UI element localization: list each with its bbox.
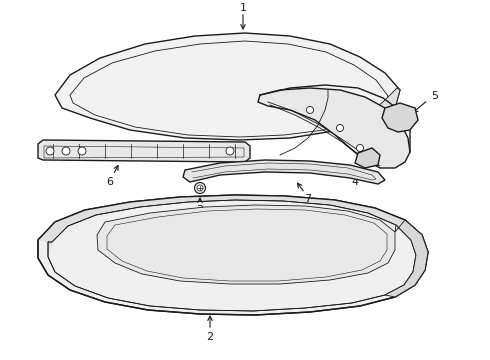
- Polygon shape: [183, 160, 385, 184]
- Polygon shape: [340, 88, 400, 130]
- Text: 4: 4: [351, 177, 359, 187]
- Circle shape: [307, 107, 314, 113]
- Polygon shape: [38, 140, 250, 162]
- Text: 5: 5: [432, 91, 439, 101]
- Circle shape: [337, 125, 343, 131]
- Circle shape: [226, 147, 234, 155]
- Polygon shape: [38, 195, 428, 257]
- Text: 1: 1: [240, 3, 246, 13]
- Polygon shape: [55, 33, 400, 140]
- Circle shape: [62, 147, 70, 155]
- Circle shape: [78, 147, 86, 155]
- Text: 6: 6: [106, 177, 114, 187]
- Text: 7: 7: [304, 194, 312, 204]
- Text: 3: 3: [196, 205, 203, 215]
- Polygon shape: [382, 103, 418, 132]
- Polygon shape: [97, 205, 395, 284]
- Polygon shape: [258, 88, 410, 168]
- Circle shape: [46, 147, 54, 155]
- Circle shape: [197, 185, 203, 191]
- Text: 2: 2: [206, 332, 214, 342]
- Polygon shape: [355, 148, 380, 168]
- Polygon shape: [385, 220, 428, 297]
- Polygon shape: [38, 195, 428, 315]
- Circle shape: [195, 183, 205, 194]
- Circle shape: [357, 144, 364, 152]
